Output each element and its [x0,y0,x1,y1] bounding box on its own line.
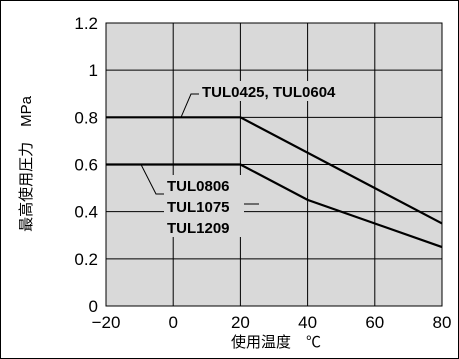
y-tick-label: 1.2 [74,14,98,33]
x-tick-label: 40 [298,313,317,332]
y-tick-label: 0.6 [74,156,98,175]
series-line-2 [106,163,443,249]
series-line-1 [106,116,443,225]
annotation-background [199,81,367,101]
x-tick-label: 60 [365,313,384,332]
annotations: TUL0425, TUL0604 TUL0806 TUL1075 TUL1209 [140,81,367,237]
series-lines [106,116,443,249]
y-tick-label: 0.4 [74,203,98,222]
grid-lines [106,23,442,306]
x-tick-label: −20 [92,313,121,332]
annotation-label: TUL0806 [167,178,230,195]
x-tick-label: 20 [231,313,250,332]
annotation-label: TUL1075 [167,199,230,216]
x-tick-label: 0 [168,313,177,332]
x-axis-label: 使用温度 ℃ [231,334,321,351]
y-tick-label: 0.8 [74,108,98,127]
annotation-leader [140,164,166,195]
y-tick-label: 0.2 [74,250,98,269]
y-axis-label: 最高使用圧力 MPa [18,95,35,232]
annotation-label: TUL1209 [167,220,230,237]
annotation-background [164,175,244,237]
annotation-label: TUL0425, TUL0604 [202,84,336,101]
y-tick-label: 1 [89,61,98,80]
x-tick-label: 80 [433,313,452,332]
annotation-leader [180,93,199,118]
y-tick-label: 0 [89,297,98,316]
